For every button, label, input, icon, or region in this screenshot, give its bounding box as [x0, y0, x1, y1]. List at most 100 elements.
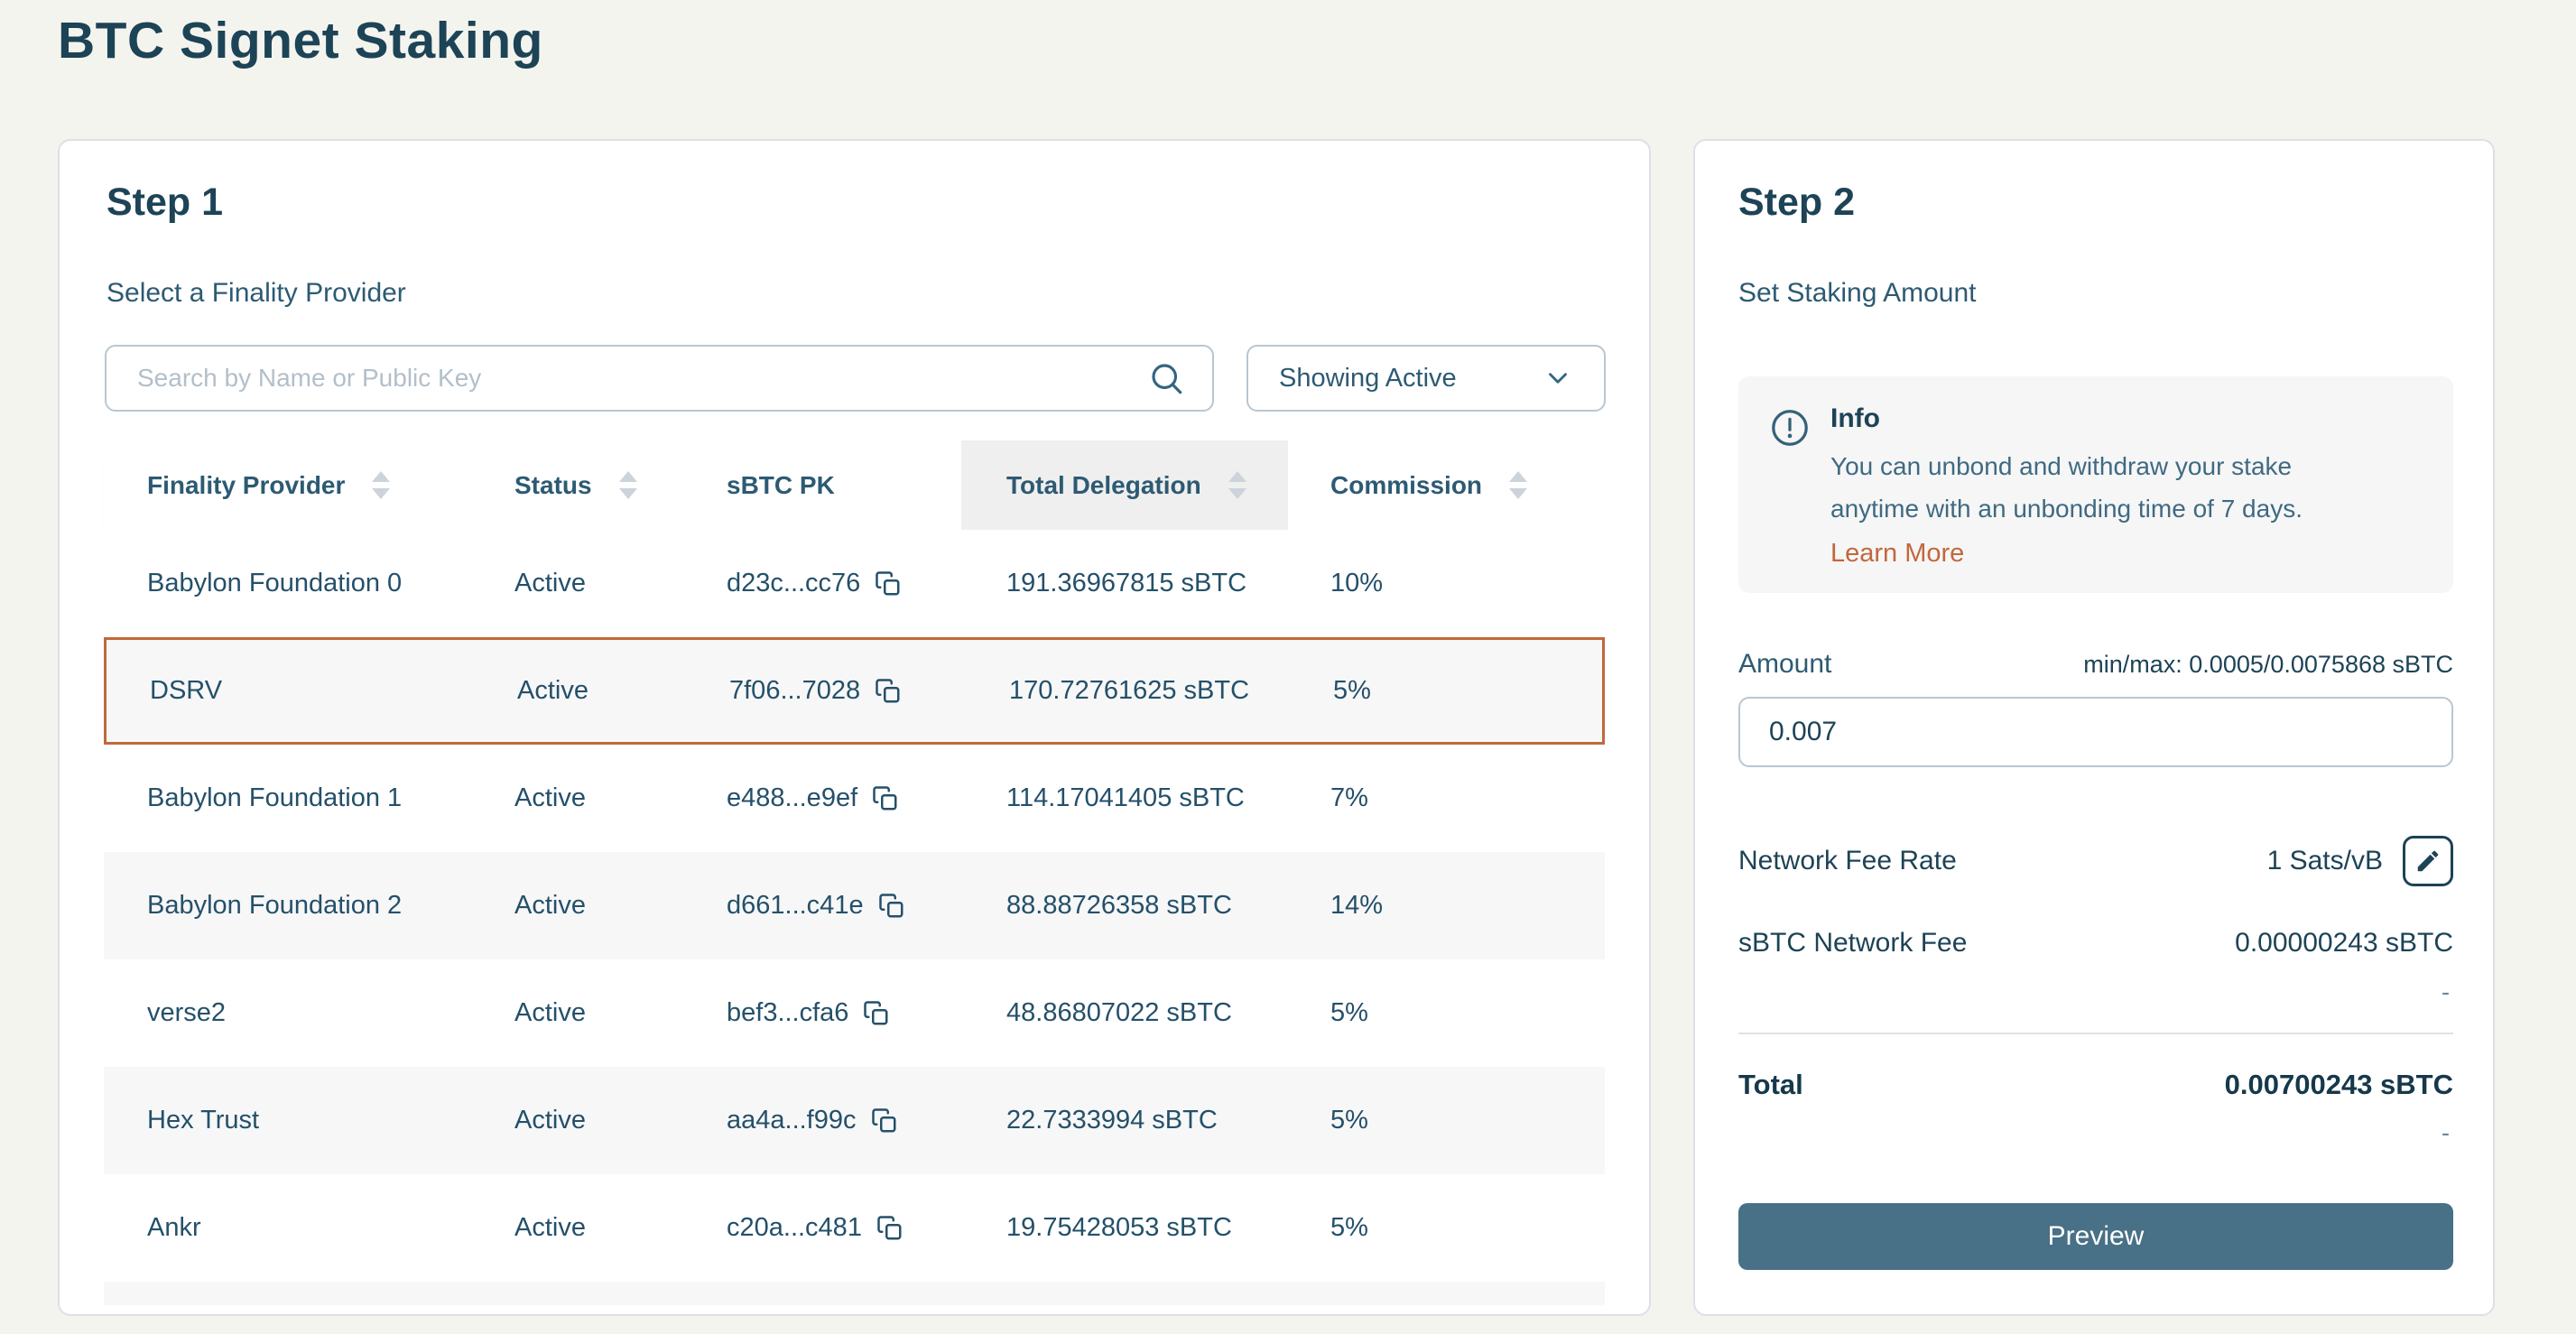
sbtc-network-fee-secondary: -	[2442, 978, 2450, 1005]
copy-icon[interactable]	[876, 1215, 903, 1242]
provider-status: Active	[517, 676, 588, 705]
provider-commission: 5%	[1330, 1106, 1368, 1135]
copy-icon[interactable]	[875, 678, 902, 705]
provider-delegation: 19.75428053 sBTC	[1006, 1213, 1232, 1242]
provider-delegation: 88.88726358 sBTC	[1006, 891, 1232, 920]
total-value: 0.00700243 sBTC	[2224, 1069, 2453, 1100]
provider-status: Active	[514, 783, 586, 812]
copy-icon[interactable]	[875, 570, 902, 598]
provider-pk: d23c...cc76	[727, 569, 861, 598]
total-row: Total 0.00700243 sBTC	[1738, 1069, 2453, 1101]
sort-arrows[interactable]	[618, 471, 637, 499]
table-row[interactable]: Babylon Foundation 2 Active d661...c41e …	[104, 852, 1605, 959]
provider-status: Active	[514, 1213, 586, 1242]
search-input-wrapper	[105, 345, 1214, 412]
provider-delegation: 22.7333994 sBTC	[1006, 1106, 1218, 1135]
info-icon	[1769, 403, 1811, 566]
search-icon	[1147, 359, 1185, 402]
copy-icon[interactable]	[871, 1107, 898, 1135]
sort-arrows[interactable]	[1509, 471, 1528, 499]
provider-commission: 5%	[1333, 676, 1371, 705]
provider-delegation: 114.17041405 sBTC	[1006, 783, 1245, 812]
table-row[interactable]: DSRV Active 7f06...7028 170.72761625 sBT…	[104, 637, 1605, 745]
network-fee-rate-row: Network Fee Rate 1 Sats/vB	[1738, 836, 2453, 886]
table-row[interactable]: Hex Trust Active aa4a...f99c 22.7333994 …	[104, 1067, 1605, 1174]
search-input[interactable]	[105, 345, 1214, 412]
provider-name: Babylon Foundation 1	[147, 783, 403, 812]
step1-subheading: Select a Finality Provider	[107, 278, 406, 308]
provider-pk: e488...e9ef	[727, 783, 858, 812]
info-box: Info You can unbond and withdraw your st…	[1738, 376, 2453, 593]
provider-pk: c20a...c481	[727, 1213, 862, 1242]
copy-icon[interactable]	[863, 1000, 890, 1027]
chevron-down-icon	[1543, 363, 1573, 394]
provider-name: Hex Trust	[147, 1106, 260, 1135]
network-fee-rate-value: 1 Sats/vB	[2266, 846, 2383, 875]
pencil-icon	[2414, 848, 2442, 875]
preview-button[interactable]: Preview	[1738, 1203, 2453, 1270]
column-header-sbtc-pk: sBTC PK	[727, 470, 835, 499]
provider-commission: 5%	[1330, 998, 1368, 1027]
sbtc-network-fee-row: sBTC Network Fee 0.00000243 sBTC	[1738, 928, 2453, 959]
table-row[interactable]: Babylon Foundation 1 Active e488...e9ef …	[104, 745, 1605, 852]
amount-row: Amount min/max: 0.0005/0.0075868 sBTC	[1738, 649, 2453, 680]
sort-arrows[interactable]	[1228, 471, 1246, 499]
column-header-total-delegation[interactable]: Total Delegation	[961, 440, 1330, 530]
provider-pk: aa4a...f99c	[727, 1106, 857, 1135]
edit-fee-rate-button[interactable]	[2403, 836, 2453, 886]
info-content: Info You can unbond and withdraw your st…	[1830, 403, 2303, 568]
provider-table-header: Finality Provider Status sBTC PK Total D…	[104, 440, 1605, 530]
provider-status: Active	[514, 569, 586, 598]
amount-minmax: min/max: 0.0005/0.0075868 sBTC	[2083, 651, 2453, 678]
network-fee-rate-label: Network Fee Rate	[1738, 846, 1957, 875]
sbtc-network-fee-label: sBTC Network Fee	[1738, 928, 1968, 958]
provider-delegation: 191.36967815 sBTC	[1006, 569, 1247, 598]
provider-delegation: 170.72761625 sBTC	[1009, 676, 1250, 705]
provider-status: Active	[514, 1106, 586, 1135]
copy-icon[interactable]	[872, 785, 899, 812]
amount-label: Amount	[1738, 649, 1832, 679]
provider-pk: bef3...cfa6	[727, 998, 849, 1027]
provider-pk: 7f06...7028	[729, 676, 861, 705]
provider-delegation: 48.86807022 sBTC	[1006, 998, 1232, 1027]
column-header-finality-provider[interactable]: Finality Provider	[104, 440, 514, 530]
sbtc-network-fee-value: 0.00000243 sBTC	[2235, 928, 2453, 958]
provider-pk: d661...c41e	[727, 891, 864, 920]
total-secondary: -	[2442, 1119, 2450, 1146]
provider-table-body: Babylon Foundation 0 Active d23c...cc76 …	[104, 530, 1605, 1282]
provider-commission: 7%	[1330, 783, 1368, 812]
provider-name: verse2	[147, 998, 227, 1027]
info-text-line1: You can unbond and withdraw your stake	[1830, 452, 2293, 480]
provider-commission: 5%	[1330, 1213, 1368, 1242]
provider-name: DSRV	[150, 676, 223, 705]
totals-divider	[1738, 1033, 2453, 1034]
provider-commission: 10%	[1330, 569, 1384, 598]
table-row[interactable]: verse2 Active bef3...cfa6 48.86807022 sB…	[104, 959, 1605, 1067]
copy-icon[interactable]	[878, 893, 905, 920]
total-label: Total	[1738, 1069, 1803, 1100]
provider-name: Babylon Foundation 0	[147, 569, 403, 598]
step1-panel: Step 1 Select a Finality Provider Showin…	[58, 139, 1651, 1316]
column-header-status[interactable]: Status	[514, 440, 727, 530]
learn-more-link[interactable]: Learn More	[1830, 539, 1965, 568]
page-title: BTC Signet Staking	[58, 12, 543, 69]
step2-heading: Step 2	[1738, 181, 1856, 224]
provider-commission: 14%	[1330, 891, 1384, 920]
table-row-partial	[104, 1282, 1605, 1305]
amount-input[interactable]	[1738, 697, 2453, 767]
info-title: Info	[1830, 403, 1880, 433]
provider-status: Active	[514, 891, 586, 920]
step1-heading: Step 1	[107, 181, 224, 224]
provider-status: Active	[514, 998, 586, 1027]
table-row[interactable]: Ankr Active c20a...c481 19.75428053 sBTC…	[104, 1174, 1605, 1282]
step2-panel: Step 2 Set Staking Amount Info You can u…	[1693, 139, 2495, 1316]
step2-subheading: Set Staking Amount	[1738, 278, 1977, 308]
provider-name: Babylon Foundation 2	[147, 891, 403, 920]
info-text-line2: anytime with an unbonding time of 7 days…	[1830, 495, 2303, 523]
status-filter-value: Showing Active	[1279, 363, 1457, 393]
table-row[interactable]: Babylon Foundation 0 Active d23c...cc76 …	[104, 530, 1605, 637]
provider-name: Ankr	[147, 1213, 201, 1242]
sort-arrows[interactable]	[372, 471, 391, 499]
status-filter-dropdown[interactable]: Showing Active	[1246, 345, 1606, 412]
column-header-commission[interactable]: Commission	[1330, 440, 1605, 530]
